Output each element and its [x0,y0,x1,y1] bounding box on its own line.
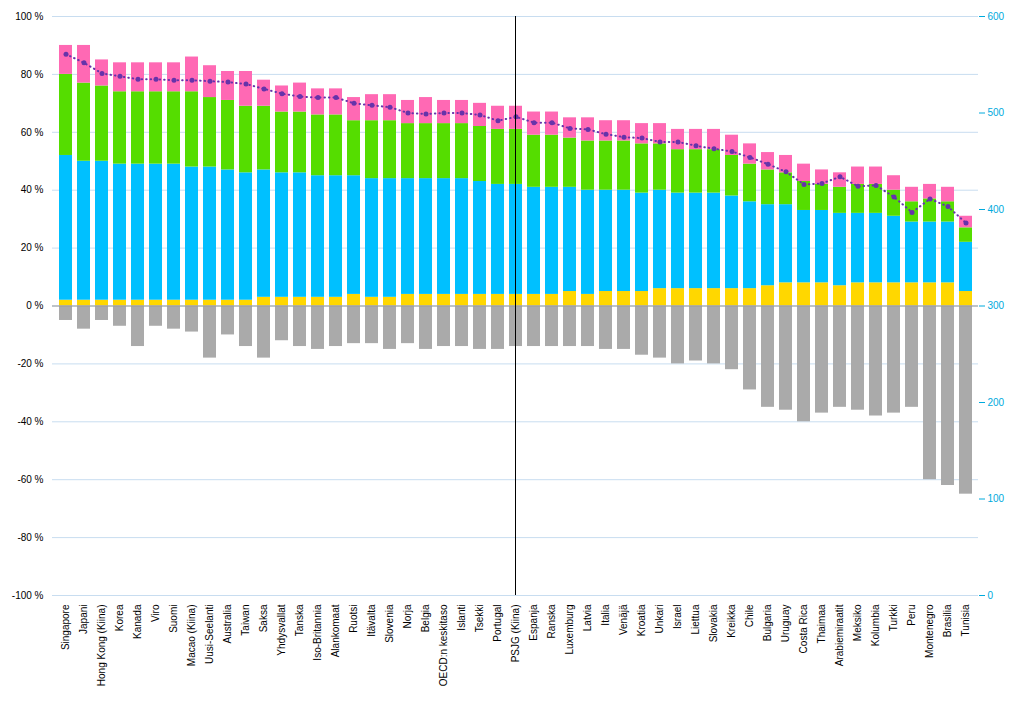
svg-text:Tanska: Tanska [294,604,305,636]
svg-text:Singapore: Singapore [60,604,71,650]
svg-text:Tunisia: Tunisia [960,604,971,636]
svg-text:80 %: 80 % [21,69,44,80]
svg-text:Norja: Norja [402,604,413,628]
svg-text:-80 %: -80 % [17,532,43,543]
svg-text:Yhdysvallat: Yhdysvallat [276,604,287,655]
svg-text:Arabiemiraatit: Arabiemiraatit [834,604,845,666]
svg-text:Viro: Viro [150,604,161,622]
svg-text:Australia: Australia [222,604,233,643]
svg-text:Belgia: Belgia [420,604,431,632]
svg-text:Israel: Israel [672,605,683,629]
svg-text:600: 600 [988,11,1005,22]
svg-text:500: 500 [988,107,1005,118]
svg-text:200: 200 [988,397,1005,408]
svg-text:-40 %: -40 % [17,416,43,427]
svg-text:300: 300 [988,300,1005,311]
svg-text:Espanja: Espanja [528,604,539,641]
svg-text:Slovenia: Slovenia [384,604,395,643]
svg-text:Hong Kong (Kiina): Hong Kong (Kiina) [96,605,107,687]
svg-text:Saksa: Saksa [258,604,269,632]
svg-text:Slovakia: Slovakia [708,604,719,642]
svg-text:PSJG (Kiina): PSJG (Kiina) [510,605,521,663]
svg-text:Alankomaat: Alankomaat [330,604,341,657]
svg-text:Italia: Italia [600,604,611,626]
svg-text:Liettua: Liettua [690,604,701,634]
svg-text:Japani: Japani [78,605,89,634]
svg-text:Costa Rica: Costa Rica [798,604,809,653]
svg-text:Suomi: Suomi [168,605,179,633]
svg-text:-20 %: -20 % [17,358,43,369]
svg-text:Portugal: Portugal [492,605,503,642]
svg-text:Luxemburg: Luxemburg [564,605,575,655]
svg-text:400: 400 [988,204,1005,215]
svg-text:Itävalta: Itävalta [366,604,377,637]
svg-text:Thaimaa: Thaimaa [816,604,827,643]
svg-text:100: 100 [988,493,1005,504]
svg-text:Macao (Kiina): Macao (Kiina) [186,605,197,667]
svg-text:Chile: Chile [744,604,755,627]
svg-text:Uusi-Seelanti: Uusi-Seelanti [204,605,215,664]
svg-text:Venäjä: Venäjä [618,604,629,635]
svg-text:Turkki: Turkki [888,605,899,632]
svg-text:Uruguay: Uruguay [780,605,791,643]
svg-text:Kolumbia: Kolumbia [870,604,881,646]
svg-text:Korea: Korea [114,604,125,631]
svg-text:100 %: 100 % [15,11,43,22]
svg-text:0 %: 0 % [26,300,43,311]
svg-text:0: 0 [988,590,994,601]
svg-text:Kroatia: Kroatia [636,604,647,636]
svg-text:Islanti: Islanti [456,605,467,631]
svg-text:-100 %: -100 % [12,590,44,601]
svg-text:Latvia: Latvia [582,604,593,631]
svg-text:60 %: 60 % [21,127,44,138]
svg-text:Bulgaria: Bulgaria [762,604,773,641]
svg-text:Peru: Peru [906,605,917,626]
svg-text:20 %: 20 % [21,242,44,253]
svg-text:Taiwan: Taiwan [240,605,251,636]
svg-text:Ruotsi: Ruotsi [348,605,359,633]
svg-text:Kreikka: Kreikka [726,604,737,638]
svg-text:40 %: 40 % [21,184,44,195]
svg-text:Ranska: Ranska [546,604,557,638]
svg-text:-60 %: -60 % [17,474,43,485]
svg-text:OECD:n keskitaso: OECD:n keskitaso [438,604,449,686]
svg-text:Montenegro: Montenegro [924,604,935,658]
svg-text:Iso-Britannia: Iso-Britannia [312,604,323,661]
svg-text:Unkari: Unkari [654,605,665,634]
svg-text:Meksiko: Meksiko [852,604,863,641]
svg-text:Brasilia: Brasilia [942,604,953,637]
svg-text:Tsekki: Tsekki [474,605,485,633]
svg-text:Kanada: Kanada [132,604,143,639]
